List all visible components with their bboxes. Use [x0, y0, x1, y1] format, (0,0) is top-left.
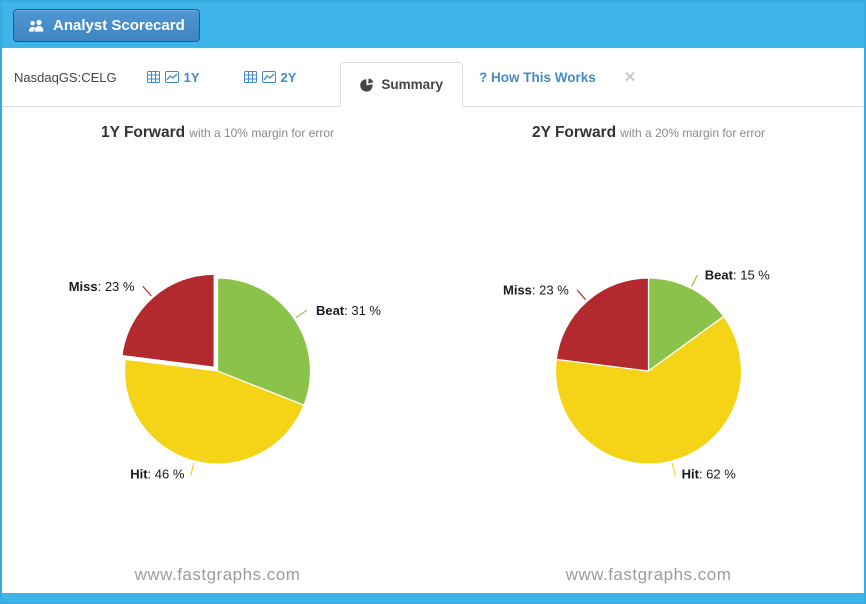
chart-title-text: 2Y Forward — [531, 124, 617, 141]
pie-label-beat: Beat: 15 % — [705, 268, 770, 283]
pie-label-line-beat — [691, 274, 699, 287]
chart-subtitle-text: with a 10% margin for error — [189, 126, 335, 140]
pie-label-miss: Miss: 23 % — [69, 279, 135, 294]
pie-slice-hit[interactable] — [554, 315, 743, 465]
pie-slice-beat[interactable] — [216, 277, 312, 407]
tab-1y[interactable]: 1Y — [146, 69, 200, 85]
table-icon — [146, 71, 160, 83]
pie-label-line-beat — [295, 309, 308, 319]
table-icon — [243, 71, 257, 83]
tab-bar: NasdaqGS:CELG 1Y — [2, 48, 864, 107]
chart-title-1y: 1Y Forward with a 10% margin for error — [2, 124, 433, 142]
watermark: www.fastgraphs.com — [565, 565, 732, 584]
chart-title-2y: 2Y Forward with a 20% margin for error — [433, 124, 864, 142]
tab-summary-label: Summary — [381, 77, 443, 92]
tab-1y-label: 1Y — [183, 69, 200, 85]
pie-label-miss: Miss: 23 % — [503, 283, 569, 298]
chart-subtitle-text: with a 20% margin for error — [620, 126, 766, 140]
pie-label-line-hit — [671, 462, 676, 476]
analyst-scorecard-button-label: Analyst Scorecard — [53, 16, 185, 34]
ticker-label: NasdaqGS:CELG — [14, 69, 117, 85]
pie-slice-miss[interactable] — [555, 277, 650, 372]
header-bar: Analyst Scorecard — [2, 2, 864, 48]
pie-chart-1y-forward: 1Y Forward with a 10% margin for error B… — [2, 107, 433, 593]
pie-label-hit: Hit: 46 % — [130, 467, 185, 482]
pie-svg-1y: Beat: 31 % Hit: 46 % Miss: 23 % — [69, 273, 381, 482]
pie-label-line-hit — [190, 462, 195, 476]
pie-svg-2y: Beat: 15 % Hit: 62 % Miss: 23 % — [503, 268, 770, 482]
chart-title-text: 1Y Forward — [100, 124, 186, 141]
tab-summary[interactable]: Summary — [340, 62, 463, 107]
watermark: www.fastgraphs.com — [134, 565, 301, 584]
pie-chart-icon — [360, 77, 374, 92]
pie-label-line-miss — [576, 289, 587, 301]
pie-label-line-miss — [142, 285, 152, 297]
tab-2y[interactable]: 2Y — [243, 69, 297, 85]
bottom-accent-bar — [2, 593, 864, 602]
tab-how-this-works[interactable]: ? How This Works — [478, 69, 596, 85]
pie-slice-hit[interactable] — [123, 358, 305, 465]
charts-area: 1Y Forward with a 10% margin for error B… — [2, 107, 864, 593]
pie-label-beat: Beat: 31 % — [316, 303, 381, 318]
users-icon — [28, 19, 45, 32]
bar-chart-icon — [261, 71, 276, 83]
pie-slice-miss[interactable] — [121, 273, 215, 368]
pie-label-hit: Hit: 62 % — [682, 467, 737, 482]
pie-chart-2y-forward: 2Y Forward with a 20% margin for error B… — [433, 107, 864, 593]
close-icon[interactable]: ✕ — [623, 69, 637, 86]
bar-chart-icon — [164, 71, 179, 83]
tab-2y-label: 2Y — [280, 69, 297, 85]
analyst-scorecard-button[interactable]: Analyst Scorecard — [13, 8, 200, 42]
pie-slice-beat[interactable] — [647, 277, 725, 373]
